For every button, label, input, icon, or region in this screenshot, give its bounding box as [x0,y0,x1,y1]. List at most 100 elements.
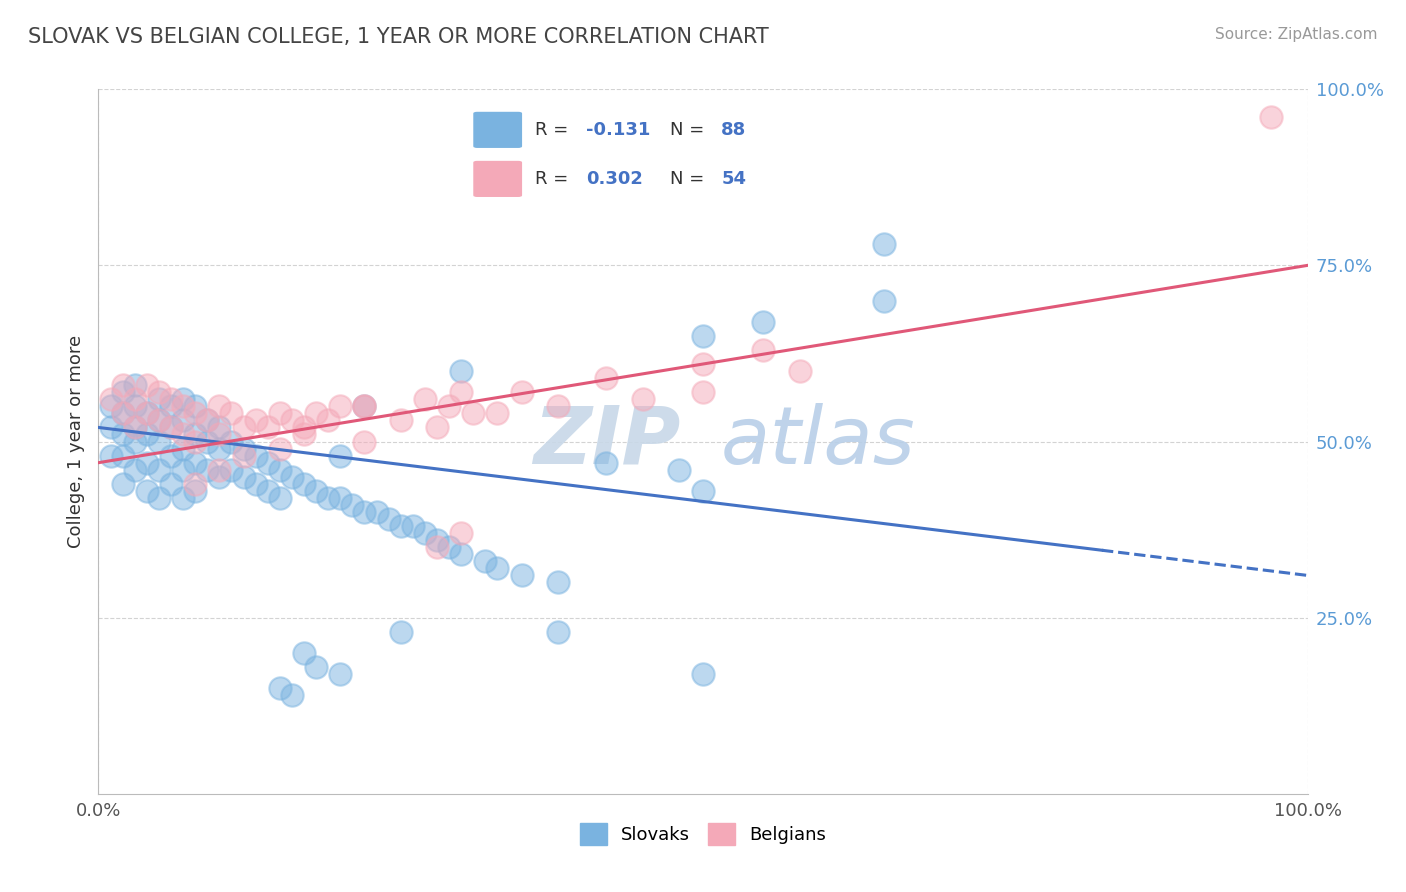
Point [256,483,278,498]
Point [389,519,412,533]
Point [148,491,170,505]
Point [148,385,170,400]
Point [172,413,194,427]
Point [292,476,315,491]
Point [437,399,460,413]
Point [342,498,364,512]
Point [547,624,569,639]
Point [329,667,352,681]
Point [329,399,352,413]
Point [221,434,243,449]
Y-axis label: College, 1 year or more: College, 1 year or more [66,335,84,548]
Point [269,681,291,696]
Point [100,392,122,407]
Text: atlas: atlas [720,402,915,481]
Point [692,328,714,343]
Point [184,483,207,498]
Point [245,449,267,463]
Point [208,399,231,413]
Point [208,420,231,434]
Text: SLOVAK VS BELGIAN COLLEGE, 1 YEAR OR MORE CORRELATION CHART: SLOVAK VS BELGIAN COLLEGE, 1 YEAR OR MOR… [28,27,769,46]
Point [305,406,328,420]
Point [124,399,146,413]
Point [172,427,194,442]
Point [353,399,375,413]
Point [111,449,134,463]
Point [160,392,183,407]
Point [195,413,218,427]
Point [124,420,146,434]
Point [100,420,122,434]
Point [208,463,231,477]
Point [256,420,278,434]
Point [486,406,509,420]
Point [329,491,352,505]
Point [195,463,218,477]
Point [111,406,134,420]
Point [148,413,170,427]
Point [486,561,509,575]
Point [111,385,134,400]
Point [184,427,207,442]
Point [100,449,122,463]
Point [413,526,436,541]
Point [184,399,207,413]
Point [292,646,315,660]
Point [292,420,315,434]
Point [184,456,207,470]
Point [124,420,146,434]
Point [389,413,412,427]
Point [426,533,449,548]
Point [208,442,231,456]
Point [873,237,896,252]
Point [195,434,218,449]
Point [329,449,352,463]
Point [377,512,399,526]
Point [184,476,207,491]
Point [450,547,472,561]
Point [232,449,254,463]
Point [450,526,472,541]
Point [437,541,460,555]
Point [450,385,472,400]
Point [668,463,690,477]
Point [547,575,569,590]
Point [184,434,207,449]
Point [148,463,170,477]
Point [111,476,134,491]
Point [232,420,254,434]
Point [172,442,194,456]
Point [692,483,714,498]
Text: Source: ZipAtlas.com: Source: ZipAtlas.com [1215,27,1378,42]
Point [413,392,436,407]
Point [160,449,183,463]
Point [172,491,194,505]
Point [232,442,254,456]
Point [245,476,267,491]
Point [111,427,134,442]
Point [124,378,146,392]
Point [426,541,449,555]
Point [160,420,183,434]
Point [172,399,194,413]
Point [135,406,157,420]
Point [595,371,617,385]
Point [353,399,375,413]
Point [208,469,231,483]
Point [510,385,533,400]
Point [292,427,315,442]
Point [305,483,328,498]
Point [135,378,157,392]
Point [221,406,243,420]
Point [450,364,472,378]
Point [221,463,243,477]
Point [269,463,291,477]
Point [124,463,146,477]
Point [148,413,170,427]
Point [389,624,412,639]
Point [148,434,170,449]
Point [353,434,375,449]
Point [1260,111,1282,125]
Point [316,413,339,427]
Point [135,456,157,470]
